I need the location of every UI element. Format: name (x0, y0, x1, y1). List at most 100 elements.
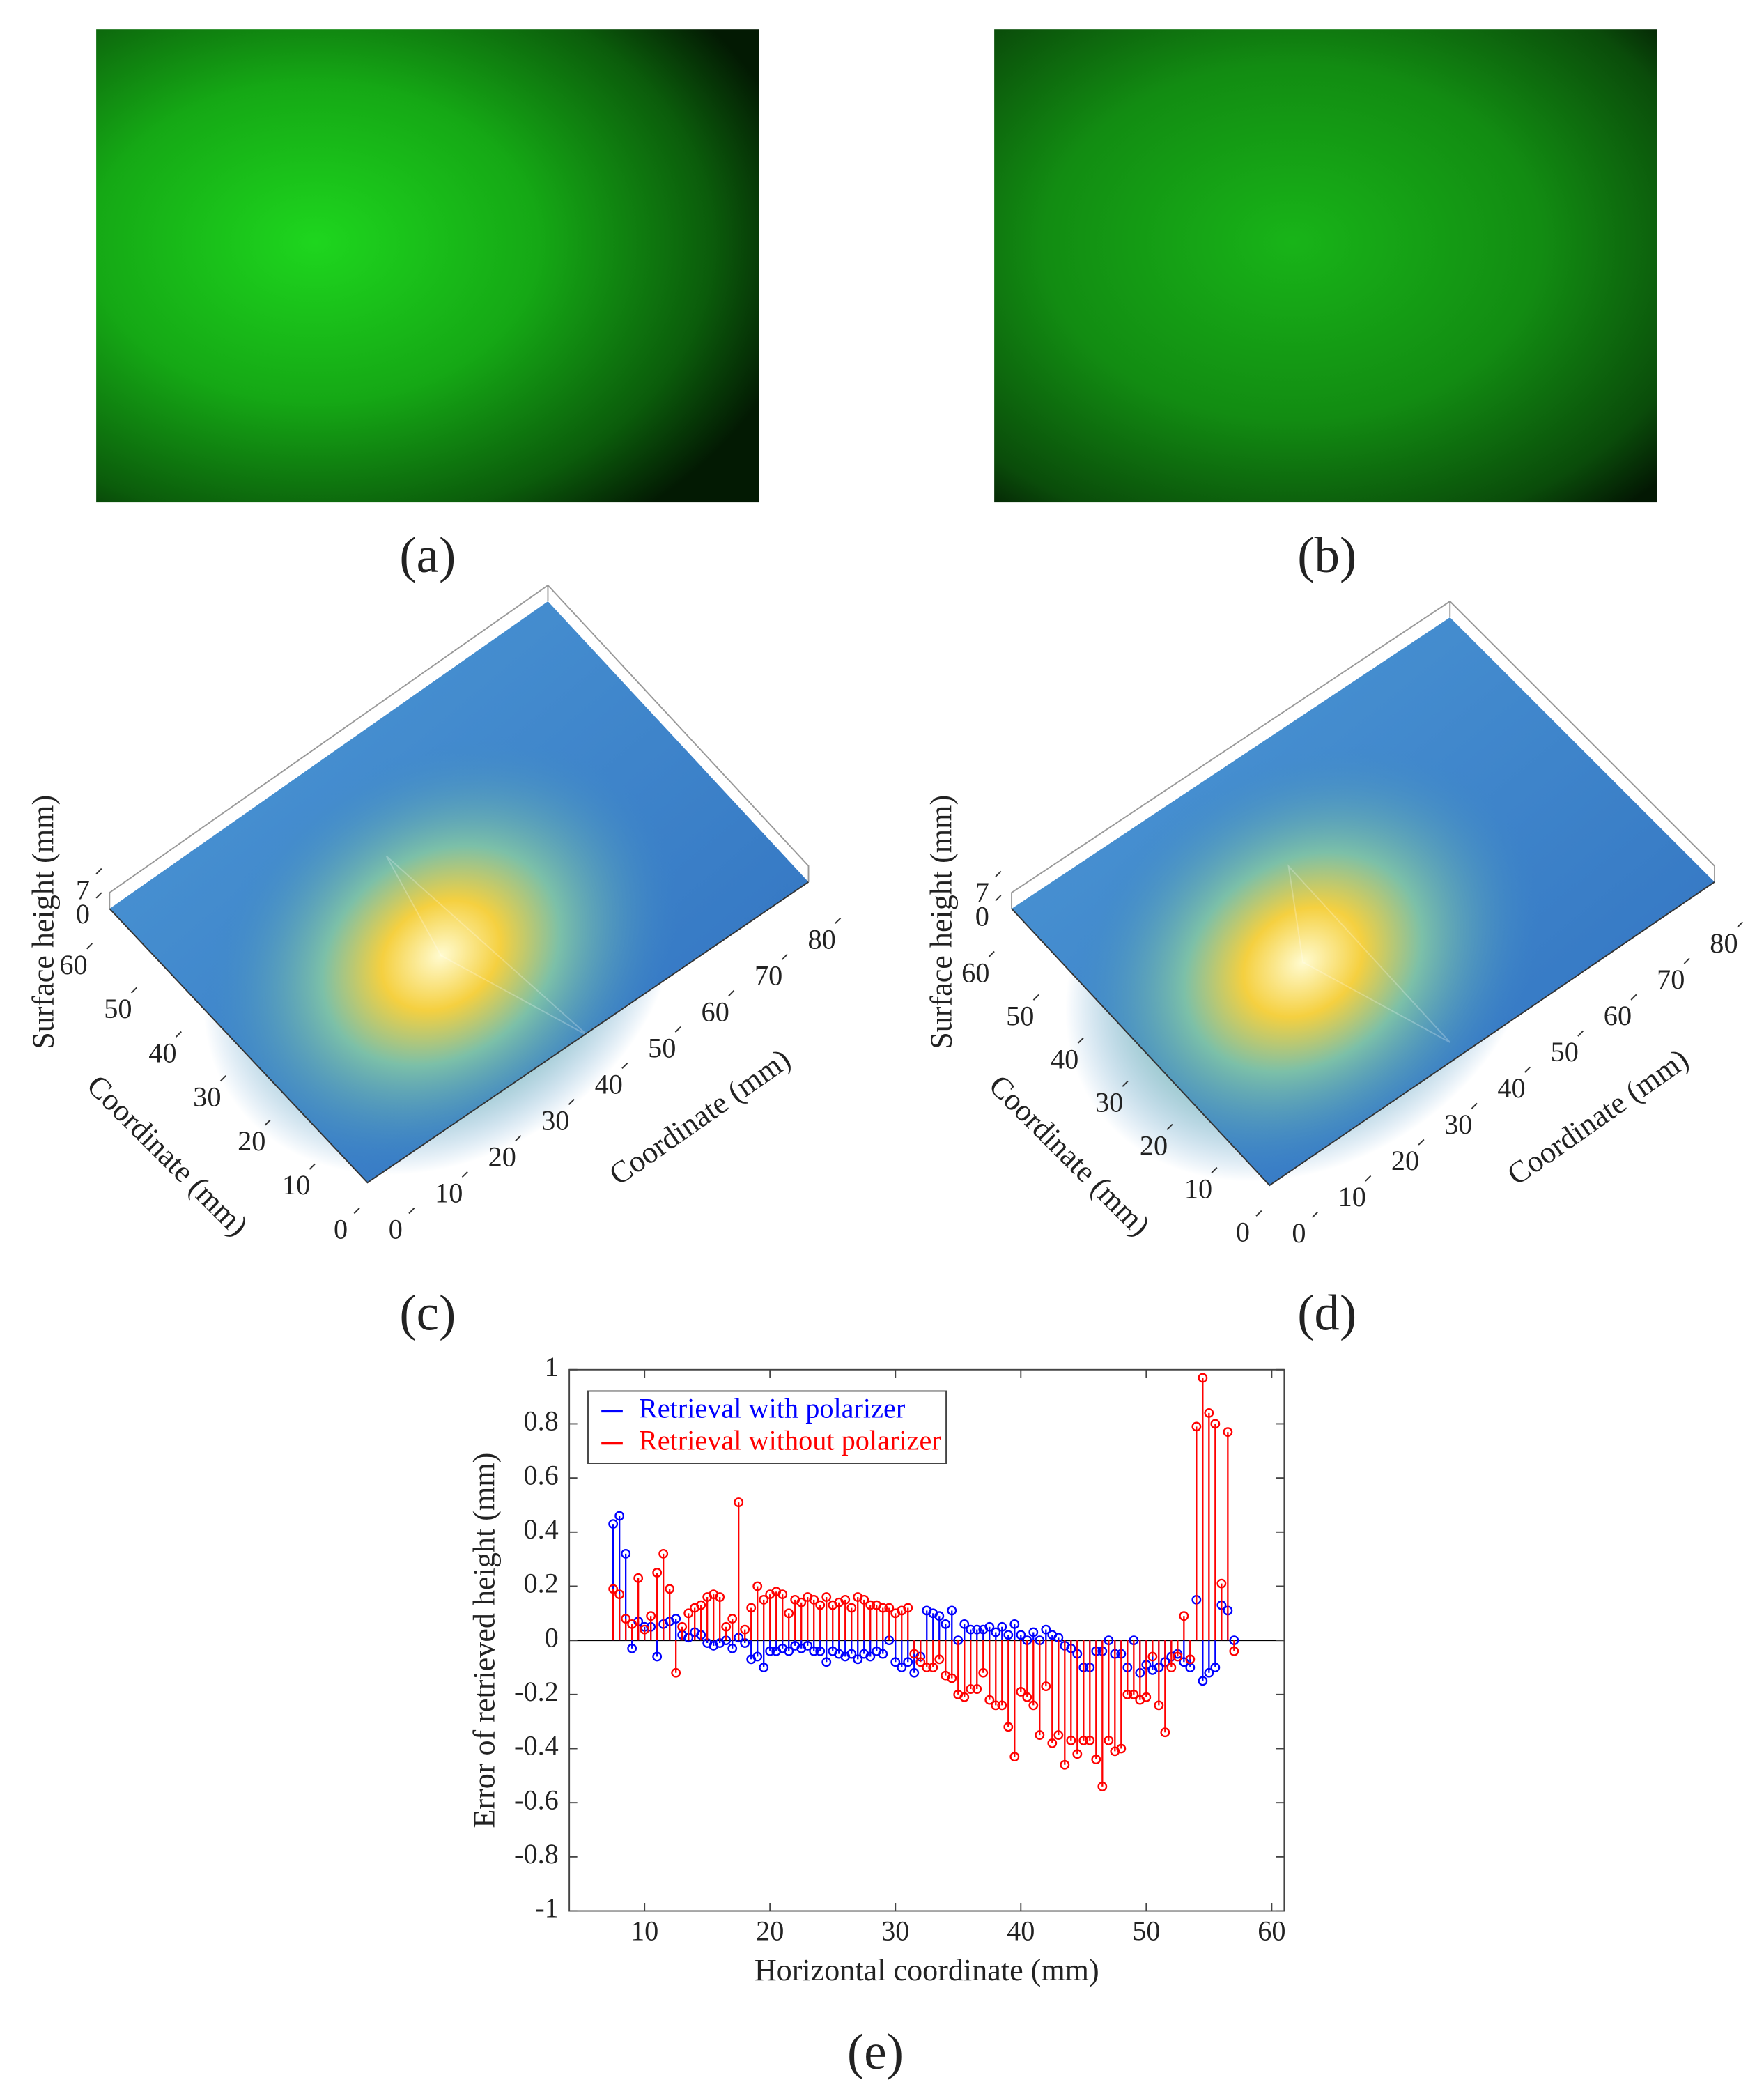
stem (1229, 1640, 1239, 1656)
stem-marker (1047, 1738, 1058, 1748)
xticks-mark (728, 989, 735, 996)
stem-marker (934, 1654, 945, 1665)
xticks-label: 50 (1551, 1036, 1579, 1067)
stem (1060, 1640, 1070, 1770)
y-axis-label: Error of retrieved height (mm) (467, 1453, 502, 1828)
stem-marker (1078, 1735, 1089, 1745)
stem-marker (765, 1646, 775, 1656)
stem-marker (640, 1624, 650, 1635)
stem (878, 1640, 888, 1659)
zticks-label: 0 (975, 901, 989, 932)
stem (1053, 1640, 1064, 1740)
stem (966, 1624, 976, 1641)
stem (1198, 1373, 1208, 1641)
yticks-mark (1032, 994, 1039, 1001)
xticks-mark (515, 1135, 522, 1142)
yticks-label: 40 (148, 1037, 176, 1068)
stem (947, 1640, 957, 1683)
stem-marker (1154, 1700, 1164, 1711)
stem (721, 1621, 732, 1641)
yticks-label: 10 (282, 1169, 310, 1201)
x-tick-label: 20 (756, 1915, 784, 1947)
xticks-label: 10 (1338, 1181, 1366, 1212)
y-axis-label: Coordinate (mm) (80, 1068, 254, 1242)
stem (1223, 1427, 1233, 1641)
zticks-mark (95, 892, 102, 899)
stem-marker (909, 1649, 920, 1659)
stem (1191, 1421, 1202, 1641)
stem (658, 1548, 669, 1641)
stem-marker (846, 1603, 857, 1613)
stem-marker (740, 1624, 750, 1635)
stem-marker (1204, 1667, 1214, 1678)
yticks-mark (175, 1031, 182, 1038)
stem-marker (627, 1619, 637, 1629)
y-tick-label: -0.4 (514, 1730, 559, 1761)
stem (809, 1594, 819, 1641)
y-tick-label: 0.6 (523, 1459, 558, 1490)
stem (1047, 1640, 1058, 1748)
yticks-label: 50 (104, 993, 132, 1024)
stem (1204, 1640, 1214, 1678)
stem (1097, 1640, 1108, 1791)
stem-marker (959, 1619, 970, 1629)
stem-marker (727, 1614, 738, 1624)
stem-marker (1173, 1651, 1183, 1662)
stem (621, 1614, 631, 1641)
stem (959, 1619, 970, 1641)
stem-marker (1097, 1781, 1108, 1791)
yticks-mark (1166, 1123, 1173, 1130)
yticks-label: 0 (334, 1213, 348, 1244)
panel-label: (e) (847, 2023, 904, 2080)
stem (934, 1611, 945, 1641)
stem (683, 1608, 694, 1641)
yticks-label: 60 (961, 957, 989, 988)
xticks-mark (1683, 957, 1690, 964)
stem (1216, 1578, 1227, 1641)
stem (966, 1640, 976, 1694)
stem-marker (928, 1663, 938, 1672)
stem (784, 1640, 794, 1656)
xticks-label: 80 (808, 923, 836, 955)
stem-marker (752, 1581, 763, 1591)
z-axis-label: Surface height (mm) (924, 795, 959, 1049)
stem (840, 1594, 851, 1641)
yticks-mark (1077, 1037, 1084, 1044)
stem (752, 1640, 763, 1662)
yticks-mark (264, 1119, 271, 1126)
stem (947, 1605, 957, 1641)
stem-marker (1003, 1722, 1014, 1732)
stem (1003, 1630, 1014, 1641)
yticks-label: 30 (193, 1081, 221, 1113)
x-axis-label: Coordinate (mm) (603, 1042, 796, 1192)
legend-entry: Retrieval with polarizer (639, 1392, 906, 1424)
stem-marker (621, 1614, 631, 1624)
stem-marker (809, 1594, 819, 1605)
stem (1122, 1640, 1133, 1699)
xticks-label: 70 (755, 959, 782, 991)
xticks-label: 30 (541, 1104, 569, 1136)
xticks-mark (408, 1208, 415, 1214)
stem (652, 1640, 663, 1662)
stem-marker (1022, 1692, 1032, 1702)
stem-marker (972, 1624, 982, 1635)
stem-marker (1066, 1735, 1076, 1745)
stem-marker (1104, 1735, 1114, 1745)
stem-marker (1223, 1427, 1233, 1437)
xticks-mark (674, 1026, 681, 1033)
stem-marker (665, 1584, 675, 1594)
xticks-mark (1471, 1102, 1478, 1109)
xticks-mark (781, 953, 788, 960)
xticks-label: 60 (702, 996, 729, 1027)
yticks-label: 50 (1006, 1000, 1034, 1031)
stem-marker (865, 1651, 876, 1662)
stem (859, 1594, 869, 1641)
stem (784, 1608, 794, 1641)
xticks-label: 10 (435, 1177, 463, 1208)
front-edge (1011, 881, 1715, 1187)
image-b (994, 29, 1657, 503)
xticks-label: 70 (1657, 964, 1685, 995)
y-tick-label: -0.2 (514, 1676, 559, 1707)
panel-label: (a) (399, 527, 456, 583)
